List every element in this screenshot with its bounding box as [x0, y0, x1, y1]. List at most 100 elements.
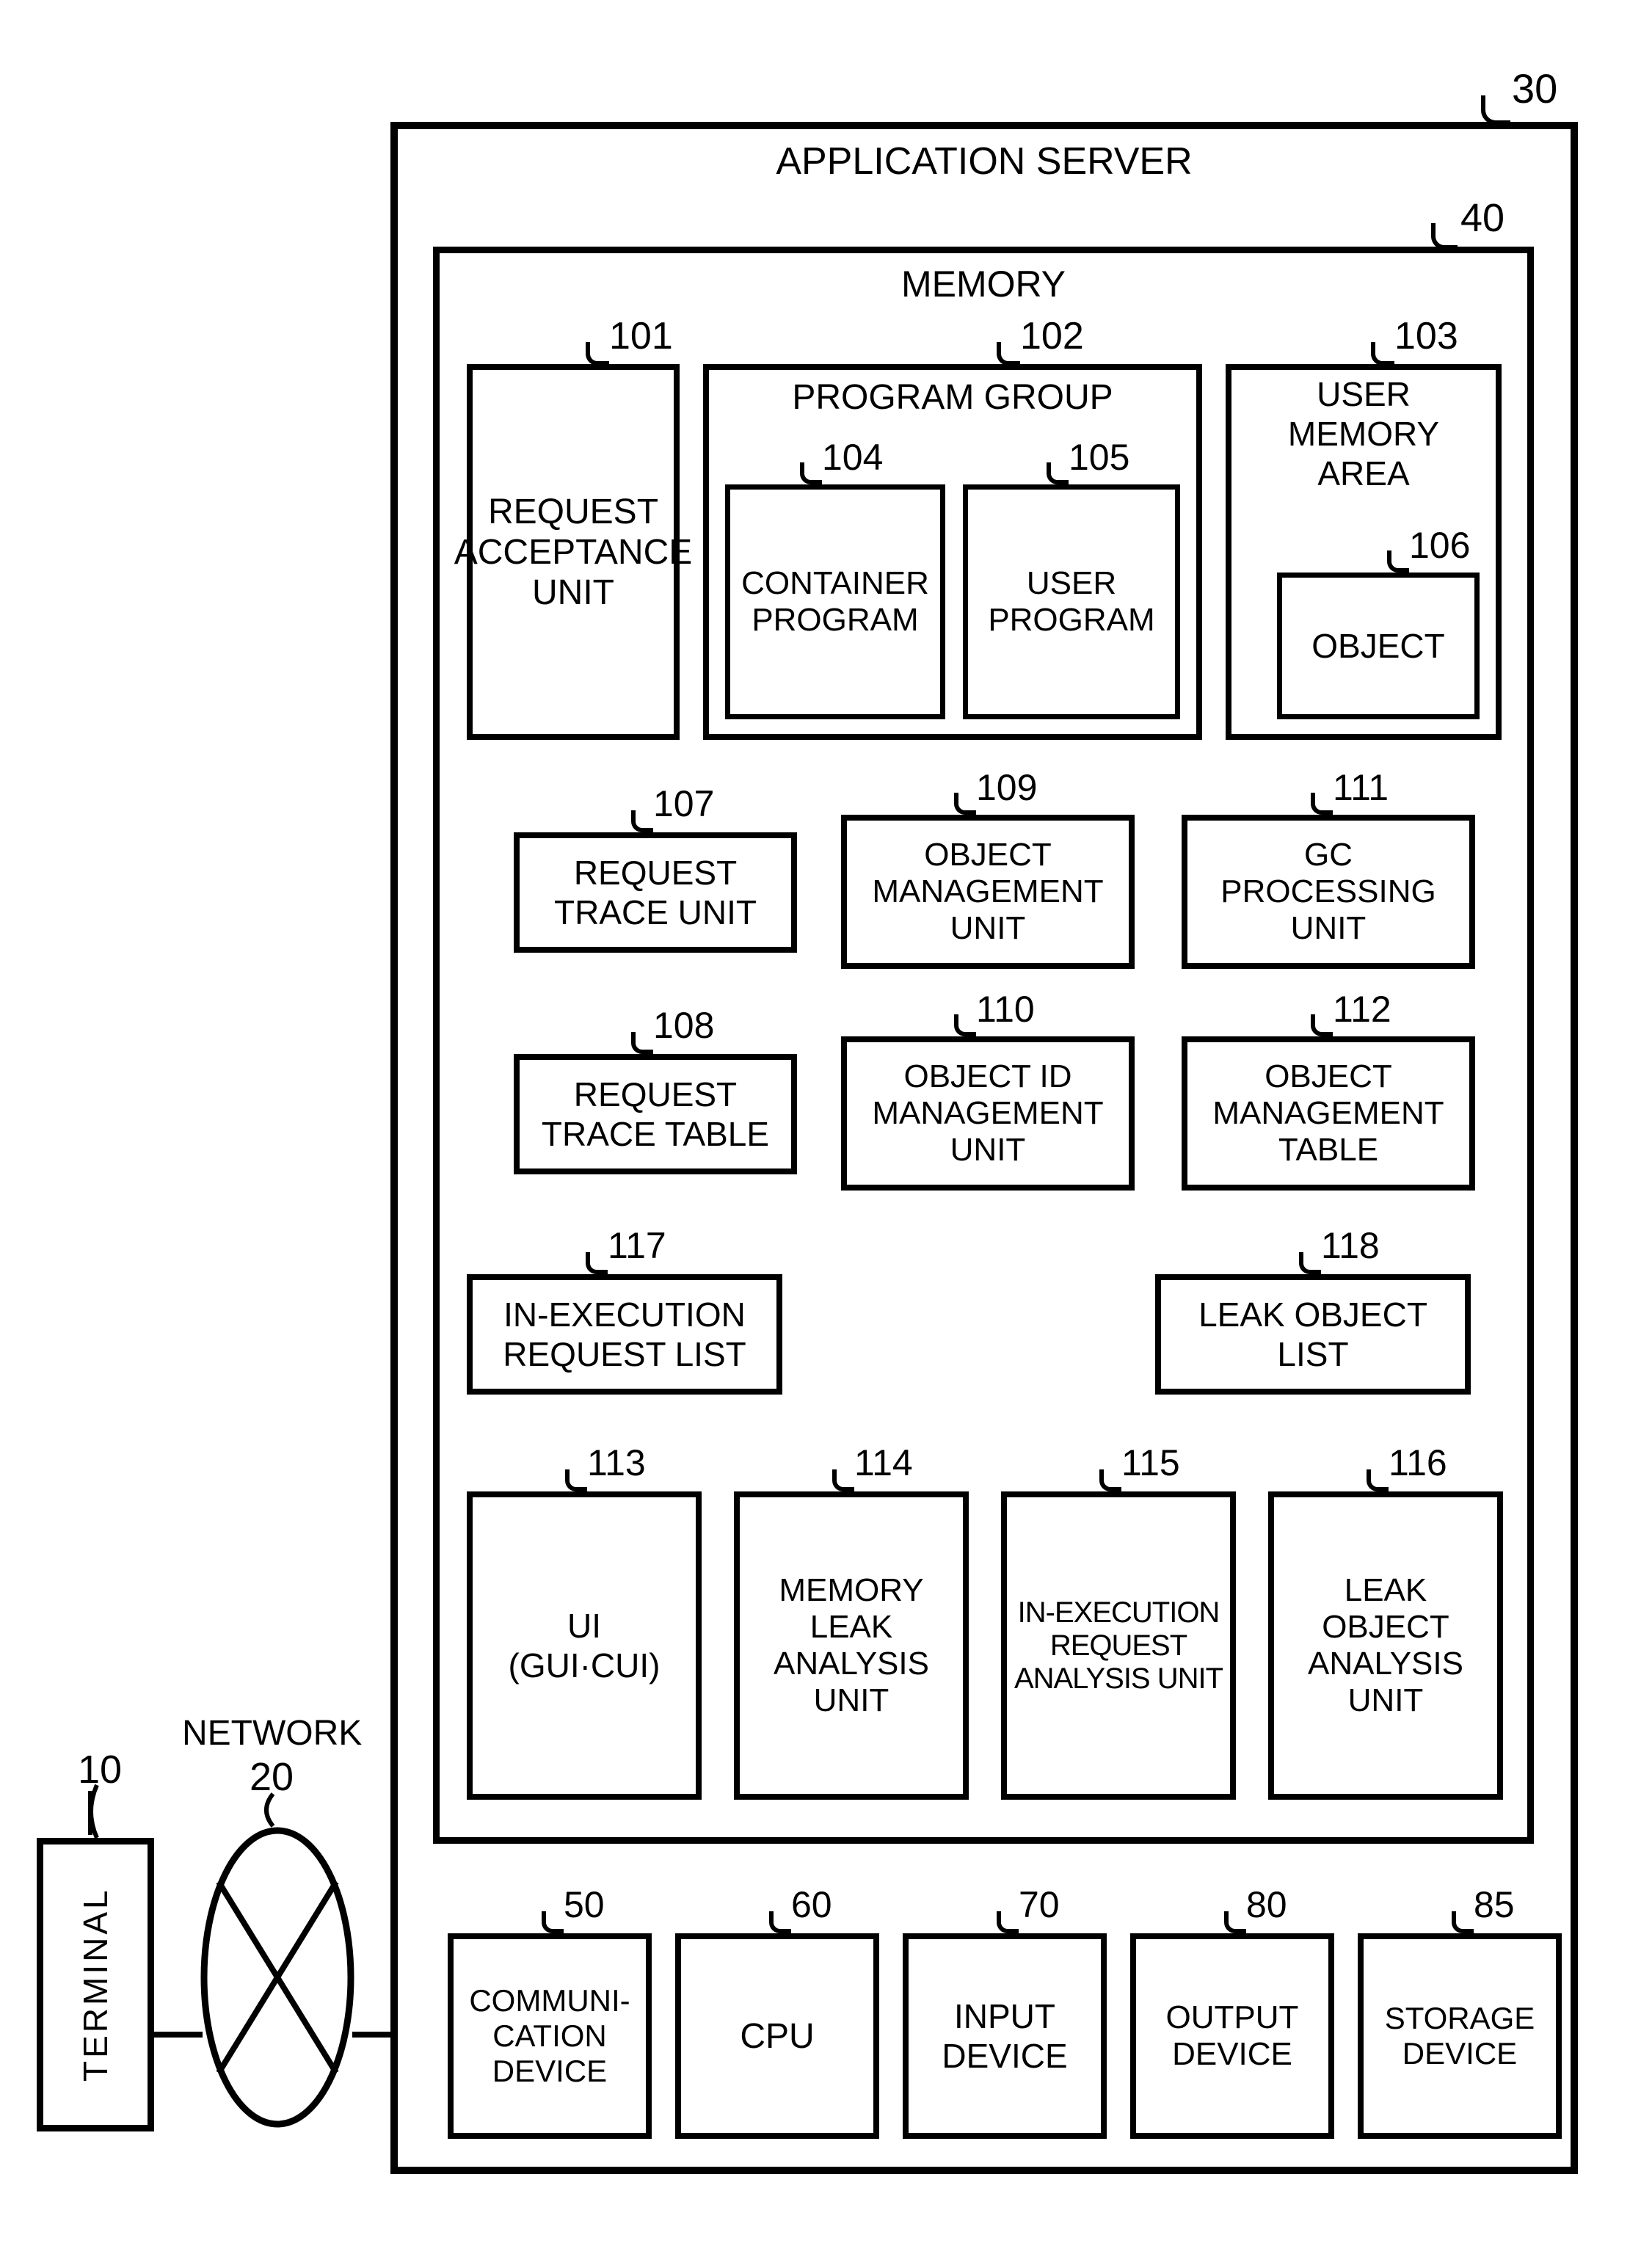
ref-108: 108: [653, 1004, 714, 1047]
hook-104: [800, 462, 822, 484]
label-105: USER PROGRAM: [988, 565, 1154, 639]
label-101: REQUEST ACCEPTANCE UNIT: [454, 492, 693, 613]
hook-115: [1099, 1469, 1121, 1491]
label-114: MEMORY LEAK ANALYSIS UNIT: [774, 1572, 929, 1719]
ref-115: 115: [1121, 1442, 1180, 1484]
box-terminal: TERMINAL: [37, 1838, 154, 2131]
hook-118: [1299, 1252, 1321, 1274]
label-107: REQUEST TRACE UNIT: [554, 853, 757, 932]
box-85: STORAGE DEVICE: [1358, 1933, 1562, 2139]
hook-110: [954, 1014, 976, 1036]
hook-60: [769, 1911, 791, 1933]
hook-113: [565, 1469, 587, 1491]
box-50: COMMUNI- CATION DEVICE: [448, 1933, 652, 2139]
hook-30: [1481, 95, 1510, 125]
hook-112: [1311, 1014, 1333, 1036]
label-113: UI (GUI·CUI): [509, 1606, 661, 1685]
ref-104: 104: [822, 436, 883, 479]
tick-10: [82, 1785, 112, 1838]
box-114: MEMORY LEAK ANALYSIS UNIT: [734, 1491, 969, 1800]
box-104: CONTAINER PROGRAM: [725, 484, 945, 719]
network-icon: [197, 1823, 358, 2131]
ref-107: 107: [653, 782, 714, 825]
hook-85: [1452, 1911, 1474, 1933]
ref-70: 70: [1019, 1883, 1060, 1926]
label-80: OUTPUT DEVICE: [1166, 1999, 1299, 2073]
ref-111: 111: [1333, 766, 1389, 809]
hook-114: [832, 1469, 854, 1491]
box-107: REQUEST TRACE UNIT: [514, 832, 797, 953]
hook-109: [954, 793, 976, 815]
box-60: CPU: [675, 1933, 879, 2139]
ref-85: 85: [1474, 1883, 1515, 1926]
box-116: LEAK OBJECT ANALYSIS UNIT: [1268, 1491, 1503, 1800]
ref-103: 103: [1394, 314, 1458, 358]
ref-102: 102: [1020, 314, 1084, 358]
box-108: REQUEST TRACE TABLE: [514, 1054, 797, 1174]
box-106: OBJECT: [1277, 573, 1480, 719]
ref-118: 118: [1321, 1224, 1380, 1267]
ref-106: 106: [1409, 524, 1470, 567]
label-112: OBJECT MANAGEMENT TABLE: [1212, 1058, 1444, 1168]
label-118: LEAK OBJECT LIST: [1198, 1295, 1427, 1374]
hook-101: [586, 342, 609, 366]
hook-108: [631, 1032, 653, 1054]
label-85: STORAGE DEVICE: [1385, 2001, 1535, 2071]
ref-50: 50: [564, 1883, 605, 1926]
label-111: GC PROCESSING UNIT: [1220, 837, 1436, 947]
ref-110: 110: [976, 988, 1035, 1031]
label-117: IN-EXECUTION REQUEST LIST: [503, 1295, 746, 1374]
ref-40: 40: [1460, 195, 1504, 241]
ref-109: 109: [976, 766, 1037, 809]
label-108: REQUEST TRACE TABLE: [542, 1075, 769, 1154]
title-memory: MEMORY: [433, 263, 1534, 305]
ref-116: 116: [1389, 1442, 1447, 1484]
hook-111: [1311, 793, 1333, 815]
hook-80: [1224, 1911, 1246, 1933]
tick-20: [258, 1794, 288, 1826]
label-106: OBJECT: [1311, 626, 1444, 666]
label-70: INPUT DEVICE: [942, 1996, 1067, 2076]
ref-114: 114: [854, 1442, 913, 1484]
label-50: COMMUNI- CATION DEVICE: [469, 1983, 630, 2089]
hook-107: [631, 810, 653, 832]
box-118: LEAK OBJECT LIST: [1155, 1274, 1471, 1395]
title-103: USER MEMORY AREA: [1226, 374, 1502, 493]
hook-50: [542, 1911, 564, 1933]
label-115: IN-EXECUTION REQUEST ANALYSIS UNIT: [1014, 1596, 1223, 1695]
ref-30: 30: [1512, 65, 1557, 112]
box-101: REQUEST ACCEPTANCE UNIT: [467, 364, 680, 740]
ref-101: 101: [609, 314, 673, 358]
line-network-server: [352, 2030, 393, 2039]
box-105: USER PROGRAM: [963, 484, 1180, 719]
label-60: CPU: [740, 2016, 814, 2057]
ref-112: 112: [1333, 988, 1391, 1031]
label-terminal: TERMINAL: [76, 1888, 115, 2082]
hook-102: [997, 342, 1020, 366]
hook-103: [1371, 342, 1394, 366]
title-network: NETWORK: [182, 1713, 362, 1753]
box-111: GC PROCESSING UNIT: [1182, 815, 1475, 969]
hook-40: [1431, 223, 1458, 250]
box-70: INPUT DEVICE: [903, 1933, 1107, 2139]
hook-106: [1387, 550, 1409, 573]
ref-105: 105: [1069, 436, 1129, 479]
hook-116: [1367, 1469, 1389, 1491]
line-terminal-network: [154, 2030, 203, 2039]
hook-105: [1047, 462, 1069, 484]
hook-117: [586, 1252, 608, 1274]
box-115: IN-EXECUTION REQUEST ANALYSIS UNIT: [1001, 1491, 1236, 1800]
hook-70: [997, 1911, 1019, 1933]
label-116: LEAK OBJECT ANALYSIS UNIT: [1308, 1572, 1463, 1719]
box-80: OUTPUT DEVICE: [1130, 1933, 1334, 2139]
box-112: OBJECT MANAGEMENT TABLE: [1182, 1036, 1475, 1191]
label-110: OBJECT ID MANAGEMENT UNIT: [872, 1058, 1103, 1168]
title-102: PROGRAM GROUP: [703, 377, 1202, 418]
box-110: OBJECT ID MANAGEMENT UNIT: [841, 1036, 1135, 1191]
ref-117: 117: [608, 1224, 666, 1267]
box-109: OBJECT MANAGEMENT UNIT: [841, 815, 1135, 969]
ref-80: 80: [1246, 1883, 1287, 1926]
ref-113: 113: [587, 1442, 646, 1484]
title-application-server: APPLICATION SERVER: [390, 139, 1578, 183]
box-113: UI (GUI·CUI): [467, 1491, 702, 1800]
